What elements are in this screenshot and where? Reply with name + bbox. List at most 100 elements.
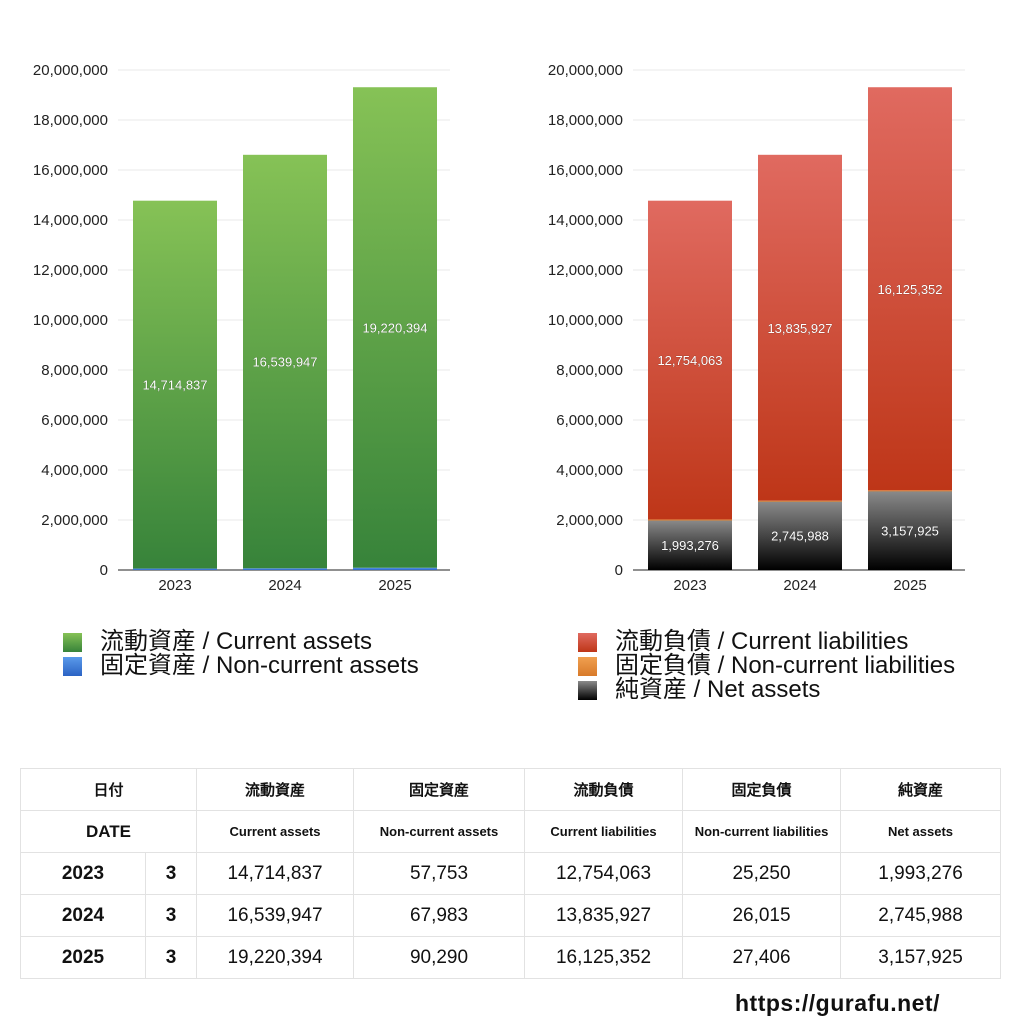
bar-segment xyxy=(868,87,952,491)
legend-item-current-assets: 流動資産 / Current assets xyxy=(63,630,419,654)
table-cell: 67,983 xyxy=(353,894,526,937)
table-cell: 26,015 xyxy=(682,894,842,937)
chart-liabilities: 0 2,000,000 4,000,000 6,000,000 8,000,000 10,… xyxy=(548,62,965,594)
data-label: 2,745,988 xyxy=(771,529,829,544)
y-tick-label: 2,000,000 xyxy=(556,512,623,529)
data-label: 16,125,352 xyxy=(877,282,942,297)
bar-segment xyxy=(133,200,217,569)
table-cell: 27,406 xyxy=(682,936,842,979)
x-tick-label: 2025 xyxy=(893,577,926,594)
y-tick-label: 8,000,000 xyxy=(41,362,108,379)
bar-segment xyxy=(243,568,327,570)
legend-item-current-liabilities: 流動負債 / Current liabilities xyxy=(578,630,955,654)
x-tick-label: 2023 xyxy=(158,577,191,594)
legend-label: 固定負債 / Non-current liabilities xyxy=(615,652,956,679)
legend-left: 流動資産 / Current assets 固定資産 / Non-current… xyxy=(63,630,419,678)
header-cell: Non-current liabilities xyxy=(682,810,842,853)
bar-segment xyxy=(758,500,842,502)
table-cell: 3 xyxy=(144,852,198,895)
table-cell: 2025 xyxy=(20,936,146,979)
table-cell: 2024 xyxy=(20,894,146,937)
header-cell: 純資産 xyxy=(840,768,1002,811)
y-tick-label: 20,000,000 xyxy=(548,62,623,79)
table-cell: 12,754,063 xyxy=(524,852,684,895)
table-row: 2024 3 16,539,947 67,983 13,835,927 26,015 2,7… xyxy=(20,894,1002,937)
data-table: 日付 流動資産 固定資産 流動負債 固定負債 純資産 DATE Current … xyxy=(19,768,1002,979)
header-row-jp: 日付 流動資産 固定資産 流動負債 固定負債 純資産 xyxy=(19,768,1002,811)
y-tick-label: 14,000,000 xyxy=(548,212,623,229)
table-cell: 25,250 xyxy=(682,852,842,895)
y-tick-label: 6,000,000 xyxy=(556,412,623,429)
table-cell: 19,220,394 xyxy=(196,936,355,979)
y-tick-label: 18,000,000 xyxy=(33,112,108,129)
data-label: 12,754,063 xyxy=(657,353,722,368)
table-cell: 3 xyxy=(144,936,198,979)
bar-segment xyxy=(133,568,217,570)
y-tick-label: 6,000,000 xyxy=(41,412,108,429)
bar-segment xyxy=(353,87,437,568)
data-label: 19,220,394 xyxy=(362,320,427,335)
legend-label: 固定資産 / Non-current assets xyxy=(100,652,419,679)
bar-segment xyxy=(648,519,732,521)
bar-segment xyxy=(648,200,732,520)
legend-swatch xyxy=(578,632,597,652)
y-tick-label: 20,000,000 xyxy=(33,62,108,79)
table-cell: 1,993,276 xyxy=(840,852,1002,895)
y-tick-label: 2,000,000 xyxy=(41,512,108,529)
legend-swatch xyxy=(578,656,597,676)
header-cell: Non-current assets xyxy=(353,810,526,853)
header-cell: 固定資産 xyxy=(353,768,526,811)
table-cell: 90,290 xyxy=(353,936,526,979)
table-cell: 13,835,927 xyxy=(524,894,684,937)
bar-segment xyxy=(868,491,952,570)
y-tick-label: 8,000,000 xyxy=(556,362,623,379)
data-label: 14,714,837 xyxy=(142,378,207,393)
header-cell: Current liabilities xyxy=(524,810,684,853)
y-tick-label: 18,000,000 xyxy=(548,112,623,129)
y-tick-label: 12,000,000 xyxy=(33,262,108,279)
y-tick-label: 16,000,000 xyxy=(33,162,108,179)
y-tick-label: 0 xyxy=(615,562,623,579)
y-tick-label: 16,000,000 xyxy=(548,162,623,179)
legend-swatch xyxy=(63,632,82,652)
legend-item-net-assets: 純資産 / Net assets xyxy=(578,678,955,702)
data-label: 13,835,927 xyxy=(767,321,832,336)
bar-segment xyxy=(758,501,842,570)
table-cell: 57,753 xyxy=(353,852,526,895)
data-label: 16,539,947 xyxy=(252,355,317,370)
legend-swatch xyxy=(578,680,597,700)
x-tick-label: 2023 xyxy=(673,577,706,594)
y-tick-label: 4,000,000 xyxy=(41,462,108,479)
charts: 0 2,000,000 4,000,000 6,000,000 8,000,000 10,… xyxy=(33,62,965,594)
y-tick-label: 4,000,000 xyxy=(556,462,623,479)
footer-url[interactable]: https://gurafu.net/ xyxy=(735,990,940,1016)
table-row: 2025 3 19,220,394 90,290 16,125,352 27,406 3,1… xyxy=(20,936,1002,979)
header-row-en: DATE Current assets Non-current assets C… xyxy=(19,810,1002,853)
header-cell: 流動負債 xyxy=(524,768,684,811)
table-cell: 16,125,352 xyxy=(524,936,684,979)
header-cell: Current assets xyxy=(196,810,355,853)
bar-segment xyxy=(868,490,952,492)
table-cell: 3,157,925 xyxy=(840,936,1002,979)
data-label: 3,157,925 xyxy=(881,524,939,539)
legend-label: 純資産 / Net assets xyxy=(615,676,821,703)
legend-item-non-current-assets: 固定資産 / Non-current assets xyxy=(63,654,419,678)
x-tick-label: 2025 xyxy=(378,577,411,594)
y-tick-label: 12,000,000 xyxy=(548,262,623,279)
y-tick-label: 0 xyxy=(100,562,108,579)
x-tick-label: 2024 xyxy=(268,577,301,594)
legend-right: 流動負債 / Current liabilities 固定負債 / Non-cu… xyxy=(578,630,955,702)
legend-swatch xyxy=(63,656,82,676)
legend-item-non-current-liabilities: 固定負債 / Non-current liabilities xyxy=(578,654,955,678)
bar-segment xyxy=(353,567,437,570)
y-tick-label: 14,000,000 xyxy=(33,212,108,229)
data-label: 1,993,276 xyxy=(661,538,719,553)
y-tick-label: 10,000,000 xyxy=(548,312,623,329)
header-cell: DATE xyxy=(19,810,198,853)
x-tick-label: 2024 xyxy=(783,577,816,594)
chart-assets: 0 2,000,000 4,000,000 6,000,000 8,000,000 10,… xyxy=(33,62,450,594)
header-cell: Net assets xyxy=(840,810,1002,853)
header-cell: 流動資産 xyxy=(196,768,355,811)
header-cell: 日付 xyxy=(19,768,198,811)
y-tick-label: 10,000,000 xyxy=(33,312,108,329)
